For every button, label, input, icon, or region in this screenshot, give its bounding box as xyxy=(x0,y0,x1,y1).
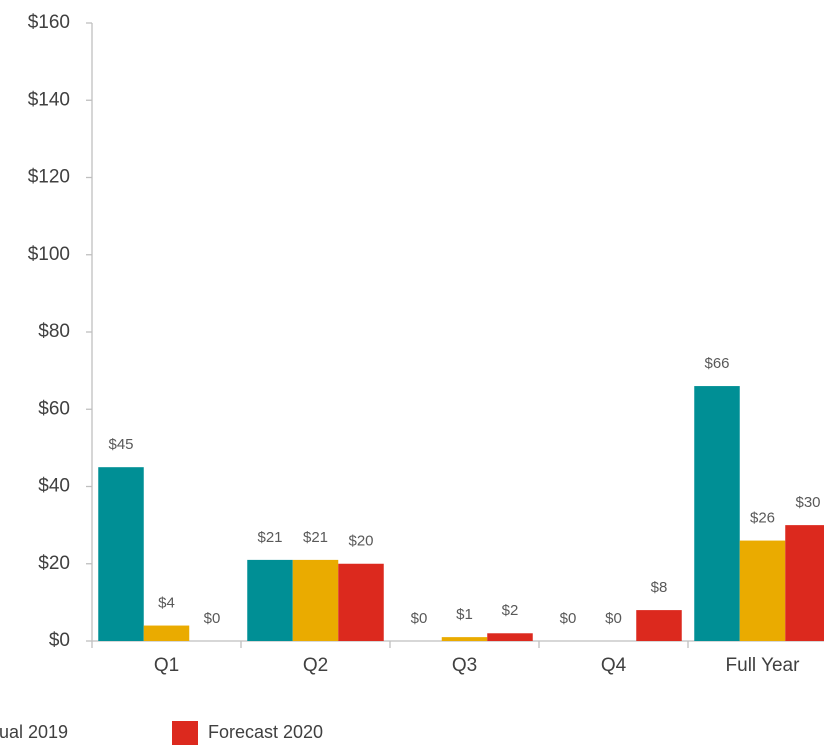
value-label: $4 xyxy=(158,595,175,612)
y-tick-label: $20 xyxy=(38,553,70,574)
bar xyxy=(441,637,488,641)
value-label: $45 xyxy=(108,436,133,453)
legend-swatch xyxy=(172,721,198,745)
bar xyxy=(98,467,144,641)
bar xyxy=(785,525,824,641)
x-tick-label: Full Year xyxy=(726,655,801,676)
x-tick-label: Q3 xyxy=(452,655,477,676)
bar xyxy=(247,559,293,641)
value-label: $20 xyxy=(348,533,373,550)
value-label: $66 xyxy=(704,355,729,372)
value-label: $30 xyxy=(795,494,820,511)
y-tick-label: $160 xyxy=(28,12,70,33)
value-label: $21 xyxy=(303,529,328,546)
bar xyxy=(739,540,786,641)
y-tick-label: $140 xyxy=(28,89,70,110)
legend-label: Actual 2019 xyxy=(0,722,68,742)
value-label: $0 xyxy=(560,610,577,627)
value-label: $0 xyxy=(411,610,428,627)
y-tick-label: $100 xyxy=(28,244,70,265)
bar xyxy=(338,563,384,641)
bar xyxy=(487,633,533,641)
bar xyxy=(694,386,740,641)
value-label: $26 xyxy=(750,510,775,527)
y-tick-label: $80 xyxy=(38,321,70,342)
legend-label: Forecast 2020 xyxy=(208,722,323,742)
value-label: $1 xyxy=(456,606,473,623)
y-tick-label: $40 xyxy=(38,476,70,497)
bar xyxy=(292,559,339,641)
x-tick-label: Q2 xyxy=(303,655,328,676)
value-label: $21 xyxy=(257,529,282,546)
y-tick-label: $0 xyxy=(49,630,70,651)
value-label: $0 xyxy=(204,610,221,627)
bar xyxy=(143,625,190,641)
value-label: $0 xyxy=(605,610,622,627)
bar xyxy=(636,610,682,641)
y-tick-label: $120 xyxy=(28,167,70,188)
value-label: $2 xyxy=(502,602,519,619)
value-label: $8 xyxy=(651,579,668,596)
x-tick-label: Q4 xyxy=(601,655,627,676)
y-tick-label: $60 xyxy=(38,398,70,419)
x-tick-label: Q1 xyxy=(154,655,179,676)
